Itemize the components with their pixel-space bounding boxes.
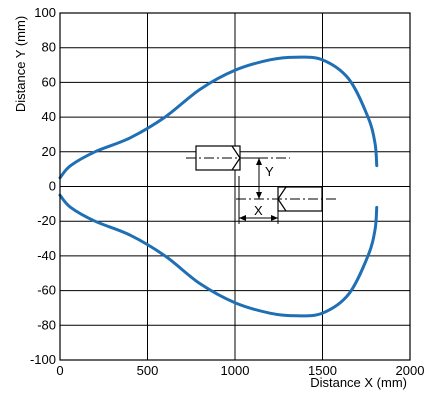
- y-tick-label: -60: [37, 283, 56, 298]
- y-tick-label: 20: [42, 144, 56, 159]
- dimension-y-label: Y: [265, 164, 274, 179]
- y-tick-label: 60: [42, 74, 56, 89]
- x-tick-label: 1500: [308, 363, 337, 378]
- grid: [59, 12, 411, 361]
- x-tick-label: 500: [137, 363, 159, 378]
- y-axis-label: Distance Y (mm): [13, 16, 28, 112]
- x-dimension-arrow-right: [271, 215, 278, 221]
- y-dimension-arrow-top: [256, 158, 262, 165]
- y-tick-label: 40: [42, 109, 56, 124]
- x-dimension-arrow-left: [239, 215, 246, 221]
- y-tick-label: -20: [37, 213, 56, 228]
- series: [58, 55, 379, 318]
- y-tick-label: -80: [37, 317, 56, 332]
- plot-frame: [59, 12, 411, 361]
- x-tick-label: 0: [56, 363, 63, 378]
- upper-range-curve: [58, 55, 379, 180]
- y-dimension-arrow-bottom: [256, 192, 262, 199]
- x-tick-label: 1000: [221, 363, 250, 378]
- dimension-x-label: X: [254, 203, 263, 218]
- y-tick-label: -100: [30, 352, 56, 367]
- sensor-diagram: Y X: [186, 145, 338, 224]
- tick-labels: 0 500 1000 1500 2000 100 80 60 40 20 0 -20 -40 -60 -80…: [30, 5, 424, 378]
- y-tick-label: 0: [49, 179, 56, 194]
- lower-range-curve: [58, 193, 379, 318]
- y-tick-label: 100: [34, 5, 56, 20]
- x-tick-label: 2000: [396, 363, 424, 378]
- x-axis-label: Distance X (mm): [310, 375, 407, 390]
- y-tick-label: -40: [37, 248, 56, 263]
- y-tick-label: 80: [42, 40, 56, 55]
